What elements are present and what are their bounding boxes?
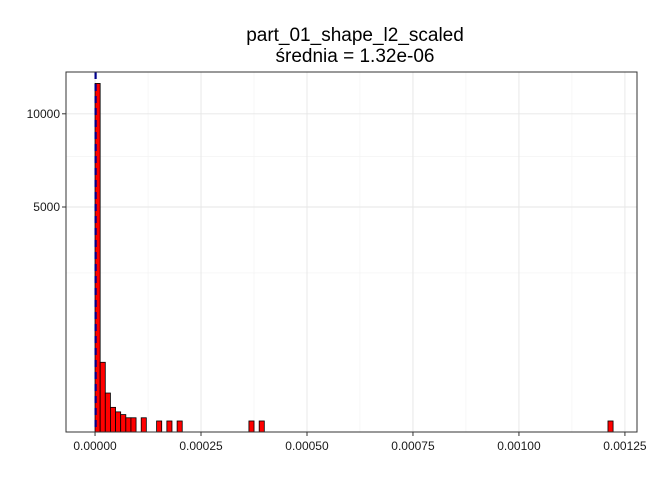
y-tick-label: 5000 bbox=[33, 200, 60, 214]
chart-subtitle: średnia = 1.32e-06 bbox=[276, 46, 435, 67]
x-tick-label: 0.00125 bbox=[603, 439, 647, 453]
histogram-bar bbox=[176, 420, 183, 433]
x-tick-label: 0.00100 bbox=[497, 439, 541, 453]
histogram-bar bbox=[248, 420, 255, 433]
histogram-bar bbox=[140, 417, 147, 433]
histogram-bar bbox=[120, 414, 127, 433]
x-tick-label: 0.00050 bbox=[285, 439, 329, 453]
plot-panel bbox=[66, 72, 637, 432]
grid-lines bbox=[66, 72, 637, 432]
histogram-bar bbox=[166, 420, 173, 433]
axes: 0.00000 0.00025 0.00050 0.00075 0.00100 0.001… bbox=[27, 71, 647, 453]
histogram-bar bbox=[110, 406, 116, 433]
x-tick-label: 0.00075 bbox=[391, 439, 435, 453]
histogram-bar bbox=[99, 361, 106, 433]
chart-title: part_01_shape_l2_scaled bbox=[246, 25, 464, 46]
y-tick-label: 10000 bbox=[27, 107, 61, 121]
histogram-bar bbox=[156, 420, 163, 433]
panel-border bbox=[65, 71, 638, 433]
histogram-bar bbox=[258, 420, 265, 433]
histogram-bar bbox=[130, 417, 137, 433]
histogram-bar bbox=[104, 392, 111, 433]
x-tick-label: 0.00000 bbox=[73, 439, 117, 453]
histogram-bar bbox=[125, 417, 132, 433]
x-tick-label: 0.00025 bbox=[179, 439, 223, 453]
histogram-bar bbox=[607, 420, 614, 433]
histogram-bar bbox=[115, 411, 122, 433]
